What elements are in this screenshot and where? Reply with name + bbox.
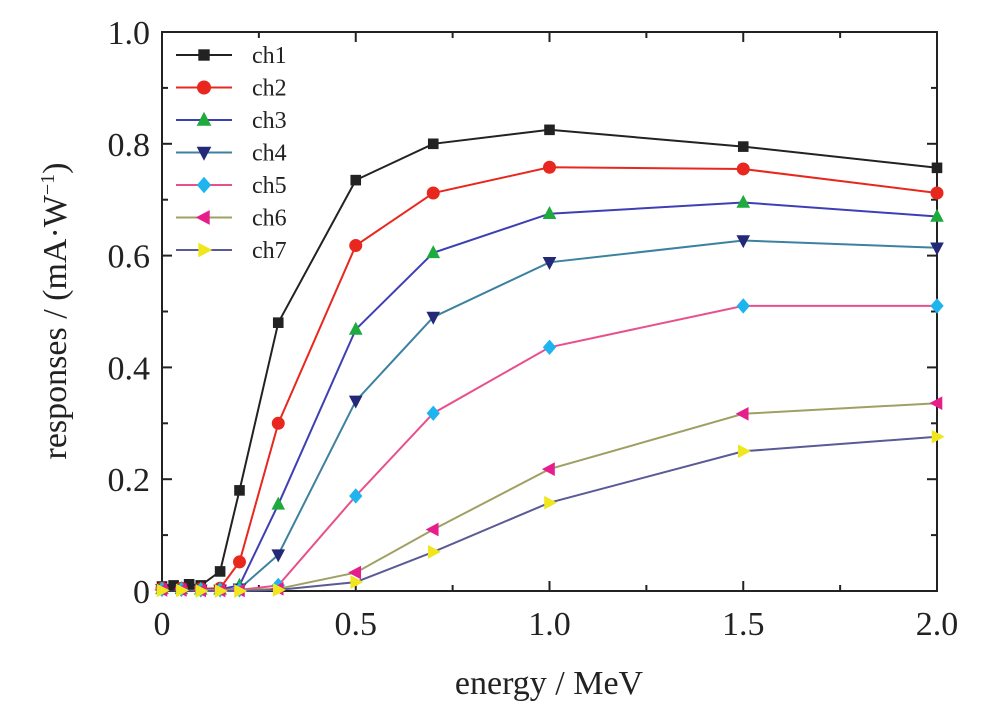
legend-marker-ch4 bbox=[196, 146, 212, 161]
data-point-ch3 bbox=[271, 496, 286, 510]
data-point-ch5 bbox=[542, 339, 557, 355]
legend-marker-ch2 bbox=[197, 80, 211, 95]
data-point-ch7 bbox=[195, 584, 209, 598]
legend-label-ch1: ch1 bbox=[252, 43, 287, 69]
data-point-ch5 bbox=[736, 298, 750, 314]
y-tick-label: 0 bbox=[133, 574, 150, 611]
data-point-ch2 bbox=[426, 186, 440, 200]
legend-marker-ch5 bbox=[196, 176, 212, 194]
data-point-ch7 bbox=[931, 429, 945, 444]
y-tick-label: 0.2 bbox=[108, 462, 151, 499]
series-line-ch7 bbox=[162, 435, 938, 592]
y-tick-label: 1.0 bbox=[108, 15, 151, 52]
data-point-ch4 bbox=[542, 257, 557, 270]
y-axis-label-superscript: −1 bbox=[37, 174, 59, 195]
data-point-ch7 bbox=[350, 575, 364, 589]
data-point-ch3 bbox=[542, 206, 557, 219]
data-point-ch1 bbox=[350, 174, 362, 186]
data-point-ch4 bbox=[736, 235, 751, 249]
data-point-ch7 bbox=[737, 444, 751, 459]
legend-label-ch4: ch4 bbox=[252, 141, 287, 167]
y-tick-label: 0.6 bbox=[108, 239, 151, 276]
data-point-ch3 bbox=[930, 208, 944, 222]
axis-ticks: 0 0.5 1.0 1.5 2.0 0 0.2 0.4 0.6 0.8 1.0 bbox=[108, 15, 959, 643]
data-point-ch2 bbox=[349, 239, 363, 253]
x-tick-label: 0.5 bbox=[335, 606, 378, 643]
legend-label-ch2: ch2 bbox=[252, 76, 287, 102]
data-point-ch1 bbox=[931, 162, 943, 174]
x-axis-label: energy / MeV bbox=[455, 665, 644, 702]
data-point-ch4 bbox=[426, 311, 441, 325]
data-point-ch1 bbox=[544, 124, 555, 136]
data-point-ch2 bbox=[271, 416, 285, 430]
data-point-ch6 bbox=[348, 565, 362, 580]
data-point-ch2 bbox=[736, 162, 750, 176]
legend-marker-ch3 bbox=[196, 111, 212, 126]
data-point-ch6 bbox=[541, 462, 555, 476]
data-point-ch7 bbox=[272, 583, 286, 597]
data-point-ch7 bbox=[427, 545, 441, 559]
data-point-ch4 bbox=[271, 549, 286, 563]
y-axis-label-close: ) bbox=[37, 163, 74, 174]
x-tick-label: 0 bbox=[154, 606, 171, 643]
data-point-ch5 bbox=[349, 488, 363, 504]
data-point-ch2 bbox=[543, 160, 556, 174]
legend-marker-ch6 bbox=[195, 210, 210, 225]
data-point-ch1 bbox=[272, 317, 284, 328]
series-markers bbox=[154, 124, 945, 598]
data-point-ch5 bbox=[930, 298, 944, 314]
series-line-ch4 bbox=[162, 239, 938, 591]
legend-label-ch6: ch6 bbox=[252, 206, 287, 232]
data-point-ch2 bbox=[930, 186, 944, 200]
legend-marker-ch7 bbox=[198, 242, 213, 258]
data-point-ch6 bbox=[735, 406, 749, 421]
x-tick-label: 1.0 bbox=[528, 606, 571, 643]
data-point-ch7 bbox=[176, 583, 190, 598]
x-tick-label: 1.5 bbox=[722, 606, 765, 643]
data-point-ch3 bbox=[736, 194, 751, 208]
data-point-ch6 bbox=[929, 396, 943, 411]
data-point-ch3 bbox=[426, 245, 441, 259]
data-point-ch1 bbox=[427, 138, 439, 150]
legend-marker-ch1 bbox=[198, 49, 210, 61]
data-point-ch4 bbox=[930, 242, 944, 256]
data-point-ch4 bbox=[348, 395, 363, 409]
data-point-ch6 bbox=[425, 522, 439, 537]
data-point-ch7 bbox=[156, 583, 170, 598]
x-tick-label: 2.0 bbox=[916, 606, 959, 643]
legend: ch1 ch2 ch3 ch4 ch5 ch6 ch7 bbox=[176, 43, 287, 264]
legend-label-ch3: ch3 bbox=[252, 108, 287, 134]
data-point-ch2 bbox=[233, 555, 246, 569]
data-point-ch7 bbox=[234, 584, 248, 598]
y-tick-label: 0.8 bbox=[108, 127, 151, 164]
y-axis-label: responses / (mA·W−1) bbox=[37, 163, 74, 460]
data-point-ch1 bbox=[234, 485, 245, 496]
y-tick-label: 0.4 bbox=[108, 350, 151, 387]
legend-label-ch7: ch7 bbox=[252, 238, 287, 264]
data-point-ch1 bbox=[737, 141, 749, 152]
data-point-ch5 bbox=[426, 405, 440, 421]
data-point-ch7 bbox=[214, 584, 228, 598]
data-point-ch1 bbox=[214, 566, 226, 577]
data-point-ch7 bbox=[544, 495, 558, 510]
data-point-ch3 bbox=[348, 321, 363, 335]
legend-label-ch5: ch5 bbox=[252, 173, 287, 199]
y-axis-label-main: responses / (mA·W bbox=[37, 194, 74, 459]
